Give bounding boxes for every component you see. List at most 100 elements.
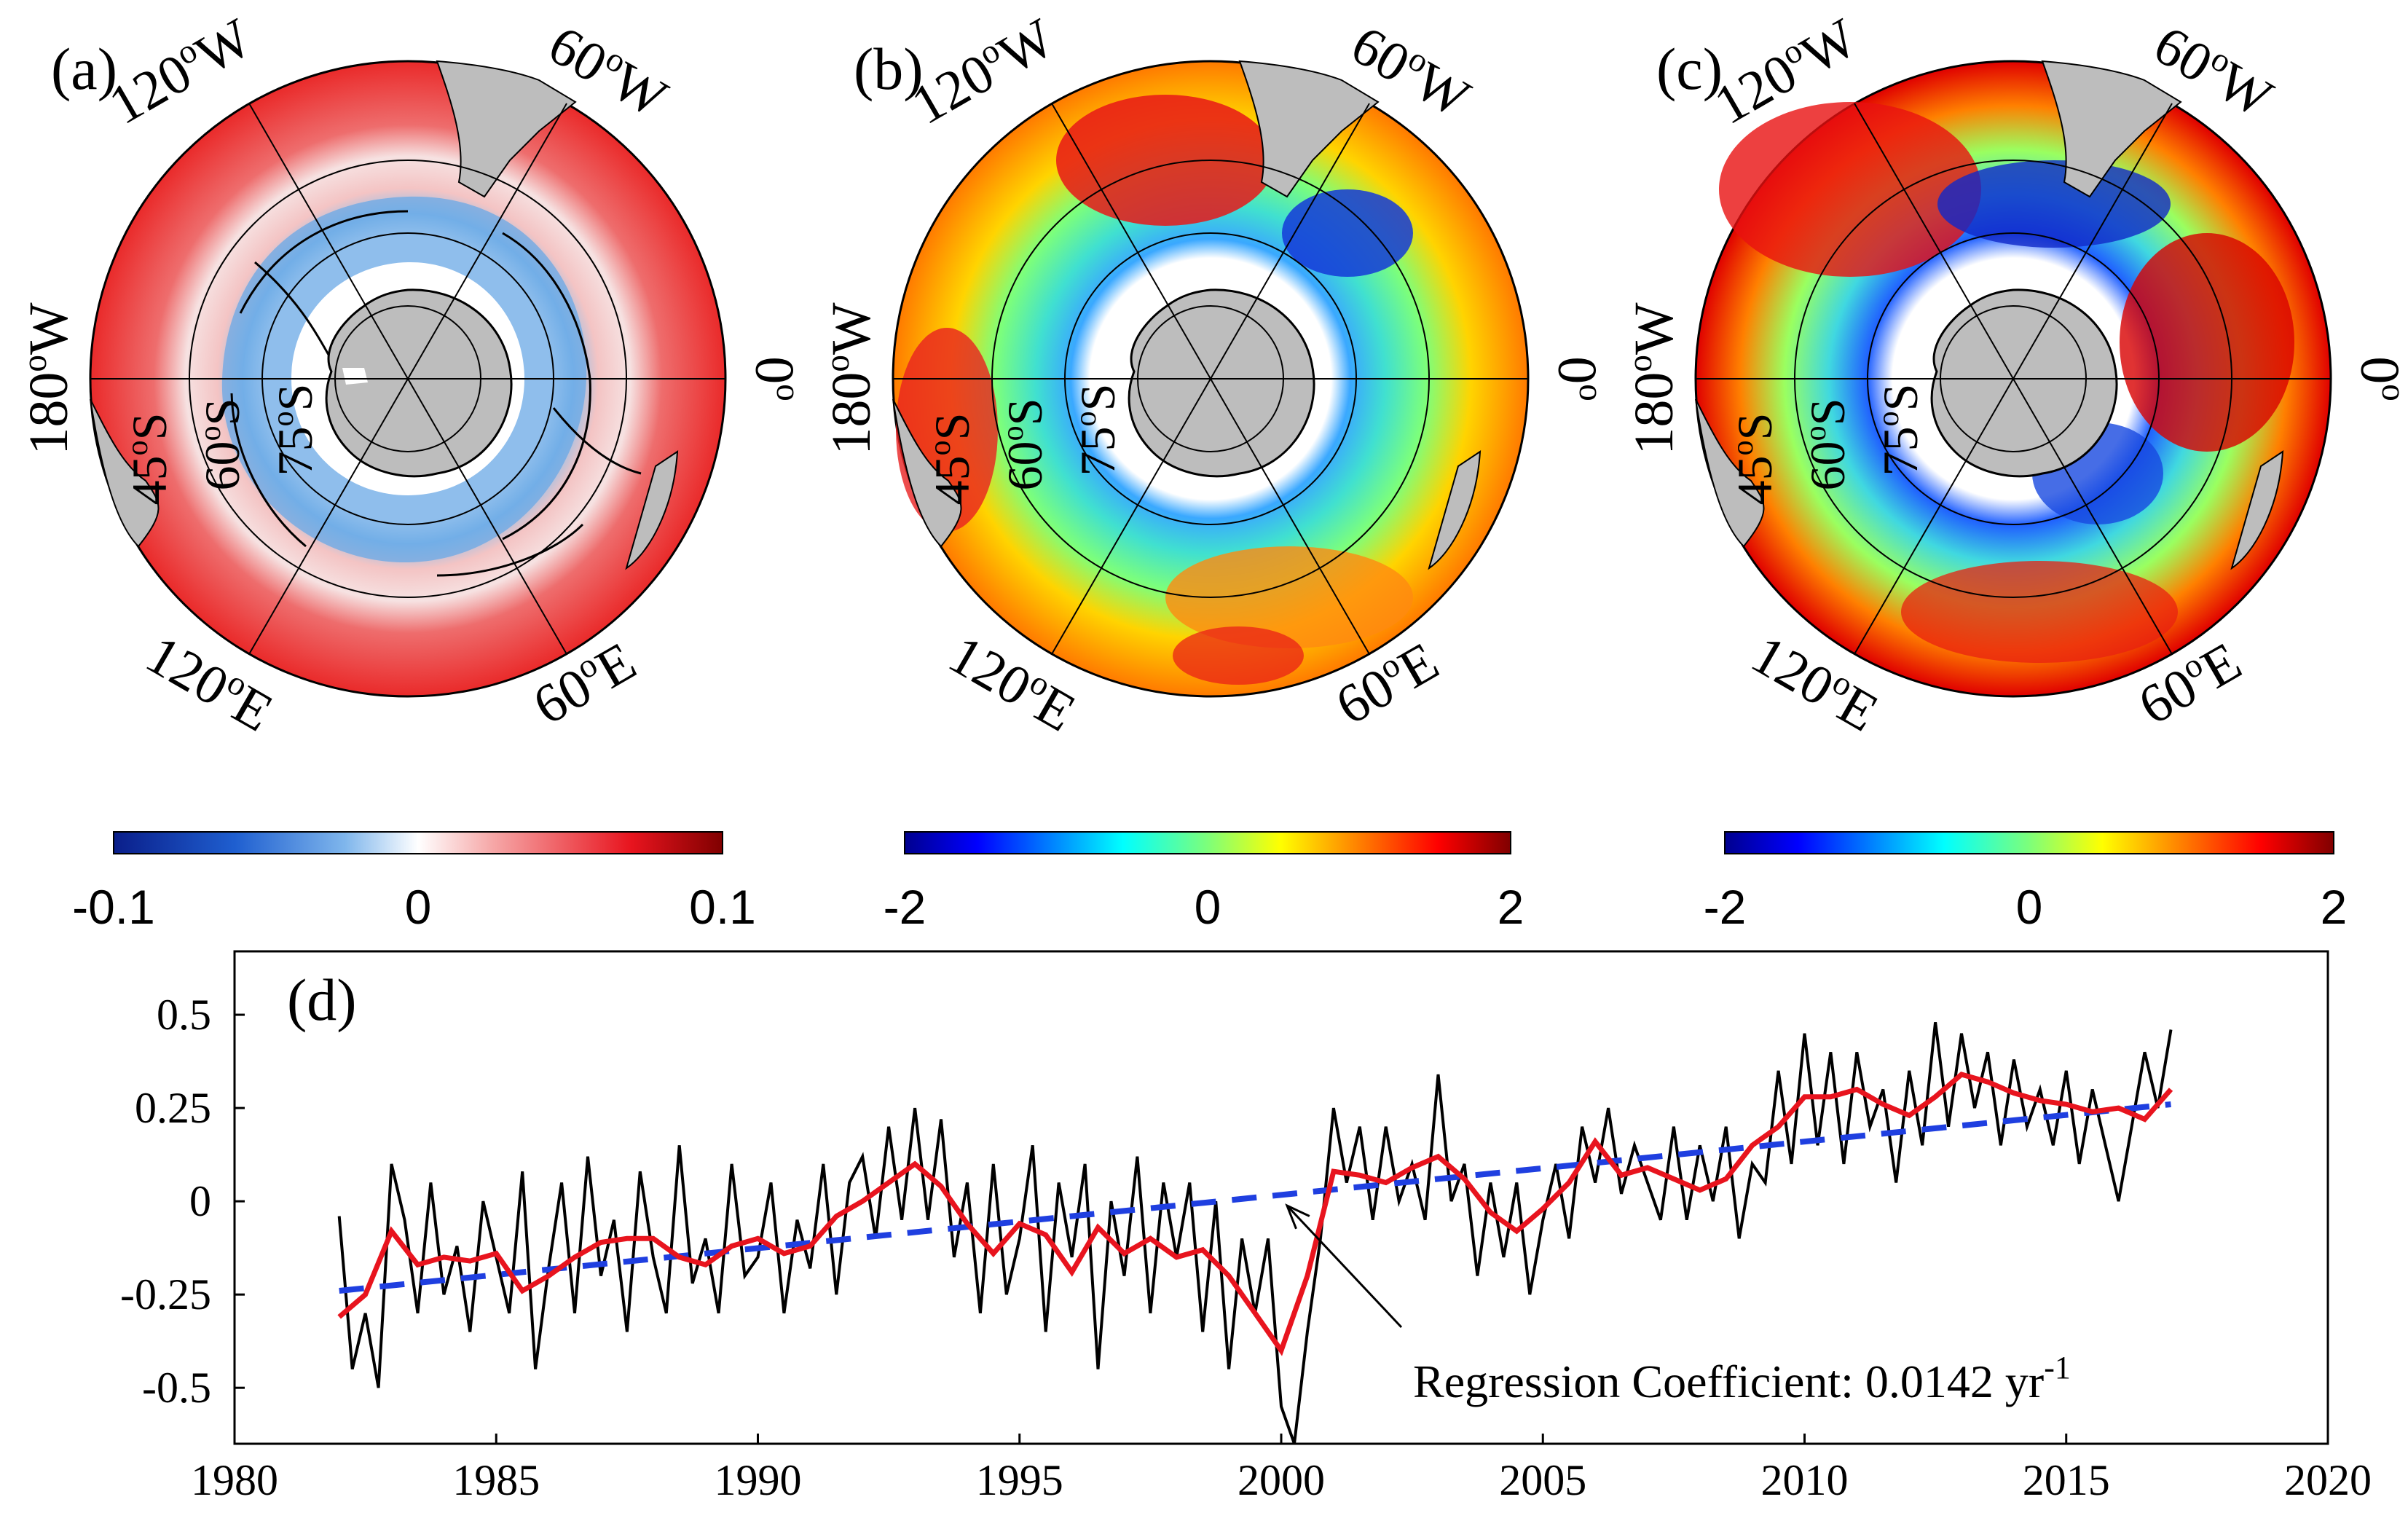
map-panel-c: [1694, 60, 2332, 698]
colorbar-c-tick-max: 2: [2321, 880, 2348, 934]
map-a-lon-180w-text: 180oW: [16, 302, 79, 455]
x-tick-label-2010: 2010: [1761, 1456, 1849, 1504]
map-a-lon-120w-suffix: W: [186, 7, 261, 87]
map-c-lon-180w: 180oW: [1621, 302, 1685, 455]
map-c-lat-60s: 60oS: [1798, 398, 1855, 491]
map-b-lon-120w-suffix: W: [988, 7, 1064, 87]
map-c-lon-0-degree: o: [2374, 384, 2408, 401]
map-c-blue-patch-1: [1937, 160, 2171, 248]
map-b-lat-45s-text: 45oS: [923, 413, 980, 506]
map-c-lat-45s-suffix: S: [1727, 413, 1782, 441]
x-tick-label-2000: 2000: [1238, 1456, 1325, 1504]
colorbar-a-tick-mid: 0: [405, 880, 432, 934]
map-c-lat-75s-number: 75: [1873, 426, 1928, 476]
map-c-lat-45s-degree: o: [1726, 440, 1760, 455]
map-a-lon-60w-number: 60: [538, 14, 617, 95]
map-b-antarctica: [1128, 288, 1315, 478]
map-c-red-patch-2: [2120, 233, 2294, 452]
map-b-africa: [1428, 450, 1482, 570]
map-b-lat-60s-number: 60: [997, 441, 1052, 490]
map-c-lon-180w-degree: o: [1621, 355, 1659, 372]
map-b-lon-0-degree: o: [1572, 384, 1610, 401]
map-c-lon-180w-text: 180oW: [1621, 302, 1685, 455]
map-c-red-patch-1: [1719, 102, 1981, 277]
map-b-lon-0-text: 0o: [1546, 356, 1610, 401]
map-c-red-patch-3: [1901, 561, 2178, 663]
map-b-lon-180w-degree: o: [819, 355, 857, 372]
colorbar-b-tick-min: -2: [884, 880, 926, 934]
map-b-lat-75s-degree: o: [1069, 411, 1103, 426]
map-b-lat-45s-degree: o: [923, 440, 957, 455]
x-tick-label-2005: 2005: [1499, 1456, 1586, 1504]
chart-d: 1980 1985 1990 1995 2000 2005 2010 2015 2020 0.5 0…: [120, 950, 2372, 1504]
map-c-lon-180w-suffix: W: [1624, 302, 1685, 355]
map-a-lat-60s-degree: o: [193, 425, 227, 441]
y-tick-label-4: -0.5: [142, 1364, 211, 1412]
map-c-lat-60s-text: 60oS: [1798, 398, 1855, 491]
map-b-lat-45s: 45oS: [923, 413, 980, 506]
map-b-lat-45s-suffix: S: [924, 413, 980, 441]
map-c-lat-60s-suffix: S: [1800, 398, 1855, 426]
x-tick-label-2020: 2020: [2284, 1456, 2372, 1504]
colorbar-a-tick-min: -0.1: [72, 880, 155, 934]
y-tick-label-2: 0: [189, 1177, 211, 1225]
map-a-lon-0-text: 0o: [744, 356, 807, 401]
map-a-lon-180w-suffix: W: [18, 302, 79, 355]
panel-c-label: (c): [1656, 36, 1723, 102]
map-b-red-patch-3: [1173, 626, 1304, 685]
map-a-lat-60s: 60oS: [193, 398, 250, 491]
map-c-lon-60w-number: 60: [2144, 14, 2222, 95]
annotation-main: Regression Coefficient: 0.0142 yr: [1413, 1356, 2044, 1407]
map-b-lat-60s-degree: o: [996, 425, 1030, 441]
map-c-graticule: [1696, 103, 2331, 655]
map-a-lon-0-degree: o: [769, 384, 807, 401]
map-a-lat-60s-number: 60: [194, 441, 250, 490]
map-a-antarctica: [325, 288, 513, 478]
map-b-lon-180w-suffix: W: [821, 302, 882, 355]
map-panel-a: [89, 60, 727, 698]
map-a-blue-band: [221, 196, 587, 563]
map-b-lat-75s-text: 75oS: [1069, 384, 1125, 476]
map-a-lon-0: 0o: [744, 356, 807, 401]
map-c-antarctica: [1930, 288, 2118, 478]
colorbar-c-tick-min: -2: [1704, 880, 1747, 934]
map-a-lat-60s-text: 60oS: [193, 398, 250, 491]
chart-d-title: (d): [287, 967, 357, 1033]
map-c-lat-75s: 75oS: [1871, 384, 1928, 476]
map-c-lat-75s-text: 75oS: [1871, 384, 1928, 476]
map-c-africa: [2230, 450, 2284, 570]
map-b-lon-0: 0o: [1546, 356, 1610, 401]
annotation-arrowhead: [1285, 1203, 1310, 1230]
colorbar-a-bar: [113, 831, 723, 854]
series-smoothed: [337, 1072, 2173, 1356]
map-b-lon-0-number: 0: [1546, 356, 1608, 384]
colorbar-b-bar: [904, 831, 1511, 854]
map-a-lon-0-number: 0: [744, 356, 805, 384]
map-c-lat-75s-degree: o: [1871, 411, 1905, 426]
x-tick-label-1990: 1990: [715, 1456, 802, 1504]
map-a-ice-shelf: [342, 368, 368, 385]
map-a-lat-45s: 45oS: [120, 413, 177, 506]
y-tick-label-1: 0.25: [135, 1084, 211, 1132]
map-c-lon-0-number: 0: [2349, 356, 2408, 384]
x-tick-label-1995: 1995: [976, 1456, 1063, 1504]
map-c-lon-0: 0o: [2349, 356, 2408, 401]
map-b-lat-60s-suffix: S: [997, 398, 1052, 426]
colorbar-b-tick-mid: 0: [1195, 880, 1221, 934]
map-panel-b: [892, 60, 1530, 698]
y-tick-label-0: 0.5: [157, 991, 211, 1039]
map-a-lat-45s-degree: o: [120, 440, 154, 455]
map-c-lon-120w-suffix: W: [1791, 7, 1867, 87]
panel-b-label: (b): [854, 36, 924, 102]
map-a-africa: [625, 450, 679, 570]
map-c-south-america: [2041, 60, 2182, 198]
panel-a-label: (a): [51, 36, 117, 102]
map-c-lat-60s-degree: o: [1798, 425, 1833, 441]
map-b-lat-75s: 75oS: [1069, 384, 1125, 476]
annotation-text: Regression Coefficient: 0.0142 yr-1: [1413, 1350, 2071, 1407]
map-a-lon-180w-degree: o: [16, 355, 54, 372]
map-b-lon-60w-number: 60: [1341, 14, 1420, 95]
y-tick-label-3: -0.25: [120, 1270, 211, 1318]
map-b-lon-180w-number: 180: [821, 372, 882, 455]
map-a-lon-180w: 180oW: [16, 302, 79, 455]
